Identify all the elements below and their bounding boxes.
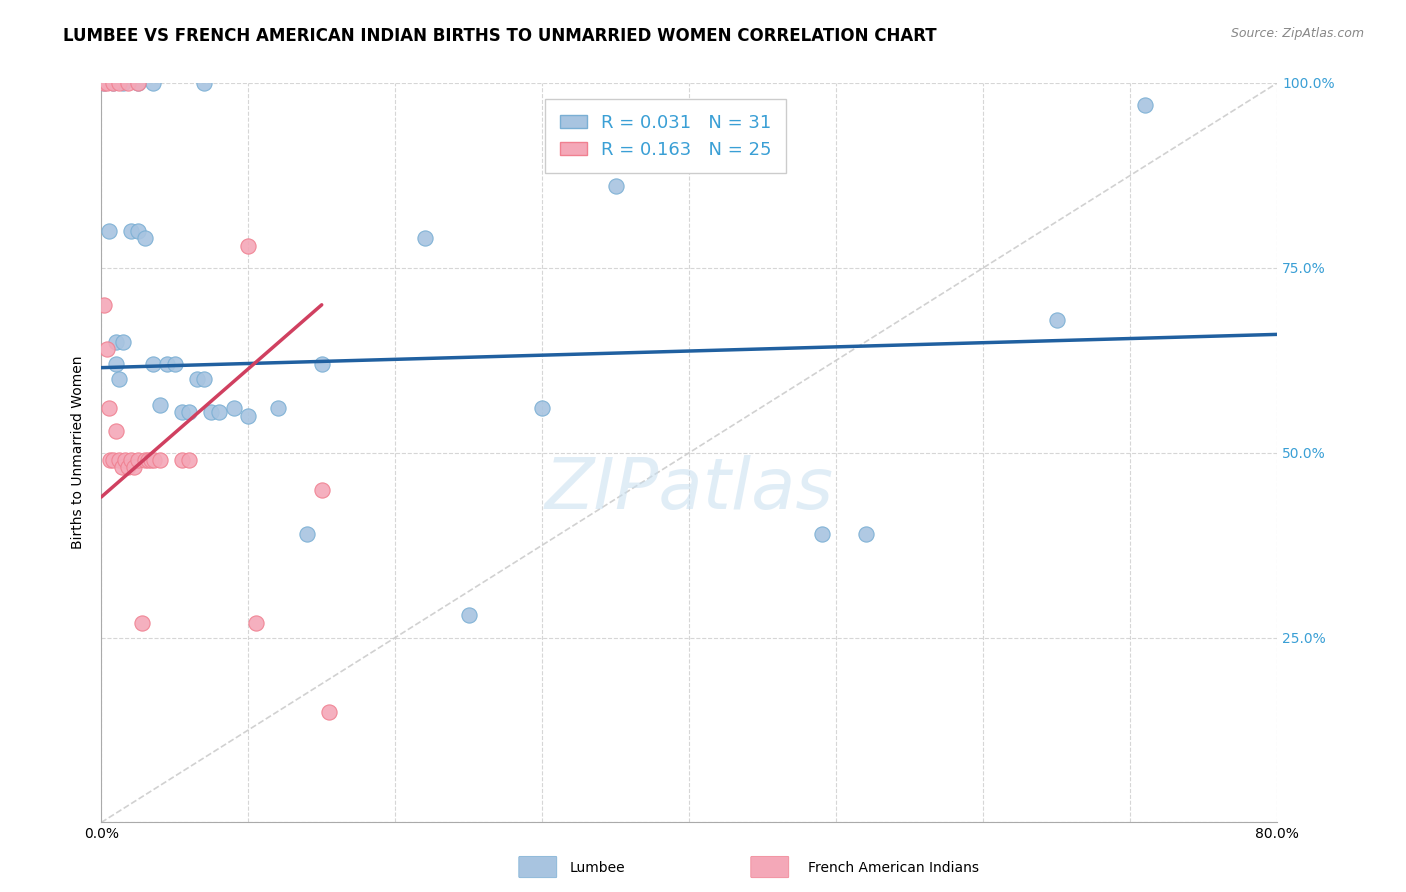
Point: [149, 453, 172, 467]
Point: [531, 401, 554, 416]
Text: Lumbee: Lumbee: [569, 861, 626, 875]
Point: [238, 409, 260, 423]
Point: [122, 460, 145, 475]
Point: [117, 460, 139, 475]
Point: [1133, 98, 1156, 112]
Point: [111, 460, 134, 475]
Point: [266, 401, 288, 416]
Point: [457, 608, 479, 623]
Y-axis label: Births to Unmarried Women: Births to Unmarried Women: [72, 356, 86, 549]
Text: Source: ZipAtlas.com: Source: ZipAtlas.com: [1230, 27, 1364, 40]
Point: [120, 453, 142, 467]
Point: [101, 453, 124, 467]
Legend: R = 0.031   N = 31, R = 0.163   N = 25: R = 0.031 N = 31, R = 0.163 N = 25: [546, 99, 786, 173]
Point: [142, 357, 165, 371]
Point: [238, 238, 260, 252]
Point: [156, 357, 179, 371]
Point: [127, 453, 149, 467]
Point: [96, 342, 118, 356]
Point: [108, 76, 131, 90]
Point: [108, 372, 131, 386]
Point: [170, 405, 193, 419]
Point: [222, 401, 245, 416]
Point: [96, 76, 118, 90]
Point: [98, 453, 121, 467]
Text: French American Indians: French American Indians: [808, 861, 980, 875]
Point: [179, 405, 201, 419]
Point: [245, 615, 267, 630]
Point: [1046, 312, 1069, 326]
Point: [131, 615, 153, 630]
Point: [134, 231, 156, 245]
Point: [101, 76, 124, 90]
Point: [605, 179, 627, 194]
Point: [810, 527, 832, 541]
Point: [117, 76, 139, 90]
Point: [134, 453, 156, 467]
Text: ZIPatlas: ZIPatlas: [544, 455, 834, 524]
Point: [93, 298, 115, 312]
Point: [104, 424, 127, 438]
Point: [127, 76, 149, 90]
Point: [112, 334, 135, 349]
Point: [186, 372, 208, 386]
Point: [193, 76, 215, 90]
Point: [120, 224, 142, 238]
Point: [143, 453, 166, 467]
Point: [208, 405, 231, 419]
Point: [93, 76, 115, 90]
Text: LUMBEE VS FRENCH AMERICAN INDIAN BIRTHS TO UNMARRIED WOMEN CORRELATION CHART: LUMBEE VS FRENCH AMERICAN INDIAN BIRTHS …: [63, 27, 936, 45]
Point: [311, 357, 333, 371]
Point: [141, 453, 163, 467]
Point: [114, 453, 136, 467]
Point: [136, 453, 159, 467]
Point: [295, 527, 318, 541]
Point: [318, 705, 340, 719]
Point: [193, 372, 215, 386]
Point: [101, 76, 124, 90]
Point: [108, 453, 131, 467]
Point: [104, 334, 127, 349]
Point: [149, 398, 172, 412]
Point: [311, 483, 333, 497]
Point: [855, 527, 877, 541]
Point: [170, 453, 193, 467]
Point: [413, 231, 436, 245]
Point: [179, 453, 201, 467]
Point: [127, 224, 149, 238]
Point: [142, 76, 165, 90]
Point: [93, 76, 115, 90]
Point: [163, 357, 186, 371]
Point: [97, 224, 120, 238]
Point: [112, 76, 135, 90]
Point: [97, 401, 120, 416]
Point: [104, 357, 127, 371]
Point: [127, 76, 149, 90]
Point: [200, 405, 222, 419]
